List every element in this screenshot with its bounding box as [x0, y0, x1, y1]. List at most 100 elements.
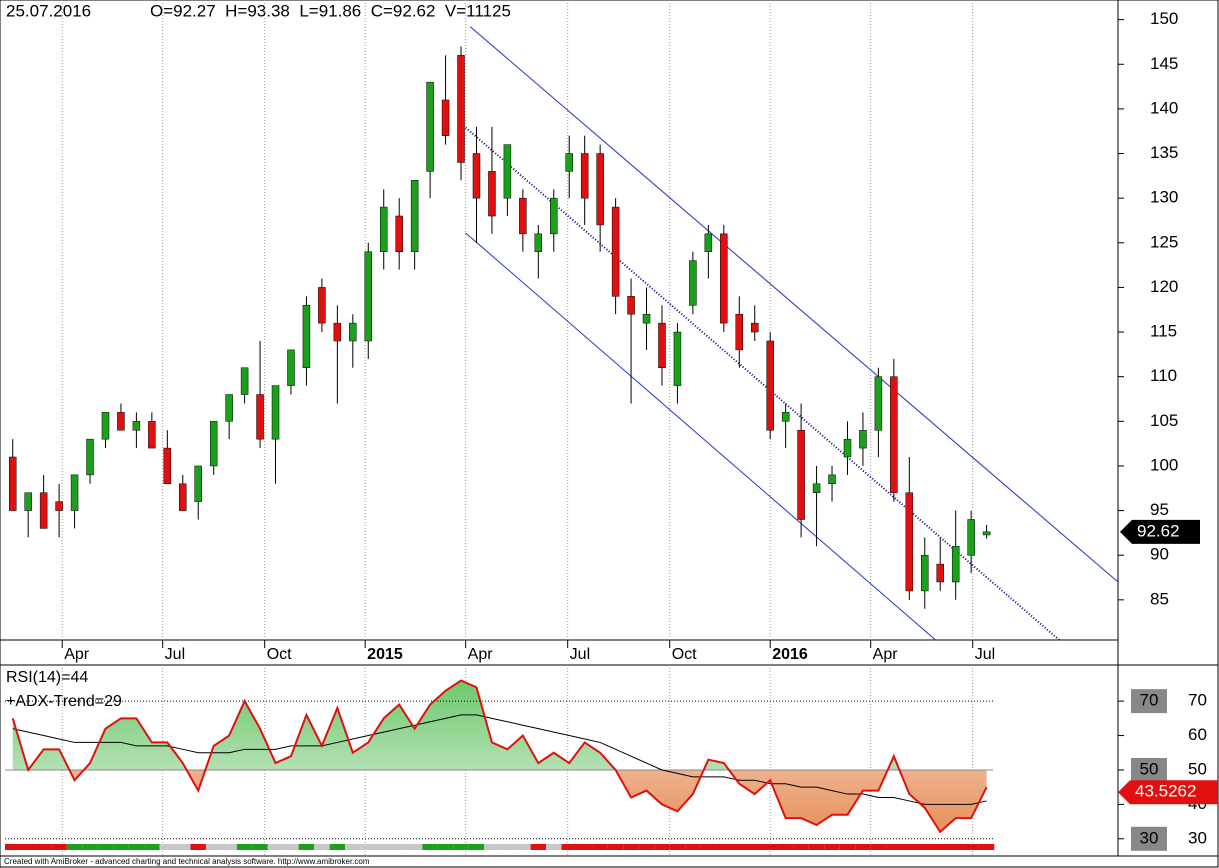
candle-body [766, 340, 774, 431]
candle-body [55, 501, 63, 511]
series-line [12, 714, 987, 805]
x-tick-label: Apr [873, 646, 899, 663]
trend-bar [422, 844, 438, 850]
trend-bar [221, 844, 237, 850]
candle-body [720, 233, 728, 324]
trend-bar [607, 844, 624, 850]
trend-bar [592, 844, 608, 850]
rsi-label: RSI(14)=44 [6, 669, 88, 686]
x-tick-label: Oct [672, 646, 697, 663]
trend-bar [886, 844, 902, 850]
y-tick-label: 100 [1150, 455, 1178, 474]
candle-body [395, 215, 403, 252]
candle-body [797, 429, 805, 520]
candle-body [349, 322, 357, 342]
trend-bar [654, 844, 670, 850]
trend-bar [638, 844, 655, 850]
candle-body [101, 412, 110, 440]
candle-body [874, 376, 883, 431]
candle-body [333, 322, 342, 342]
trend-bar [870, 844, 887, 850]
candle-body [982, 531, 991, 536]
candle-body [673, 331, 682, 386]
trend-bar [530, 844, 547, 850]
candle-body [658, 322, 666, 369]
x-tick-label: Jul [165, 646, 185, 663]
y-tick-label: 95 [1150, 500, 1169, 519]
trend-bar [484, 844, 500, 850]
candle-body [256, 394, 264, 440]
trend-bar [252, 844, 268, 850]
value-tag-label: 43.5262 [1135, 782, 1196, 801]
y-tick-label: 30 [1188, 828, 1207, 847]
candle-body [225, 394, 233, 422]
y-tick-label: 120 [1150, 277, 1178, 296]
trend-bar [978, 844, 995, 850]
candle-body [704, 233, 713, 252]
trend-bar [391, 844, 407, 850]
level-box [1131, 689, 1167, 714]
candle-body [24, 492, 32, 511]
candle-body [859, 429, 867, 449]
candle-body [441, 99, 450, 136]
trend-bar [128, 844, 145, 850]
candle-body [148, 421, 156, 449]
y-tick-label: 50 [1188, 759, 1207, 778]
x-tick-label: Jul [975, 646, 995, 663]
channel-line [465, 232, 936, 641]
trend-bar [267, 844, 284, 850]
trend-bar [747, 844, 763, 850]
candle-body [642, 313, 651, 324]
candle-body [271, 385, 280, 440]
candle-body [951, 546, 960, 583]
trend-bar [499, 844, 516, 850]
trend-bar [5, 844, 21, 850]
trend-bar [824, 844, 840, 850]
candle-body [163, 447, 172, 485]
candle-body [781, 412, 790, 422]
date-label: 25.07.2016 [6, 1, 91, 20]
candle-body [596, 153, 604, 226]
level-box-label: 70 [1140, 691, 1159, 710]
candle-body [379, 206, 388, 252]
trend-bar [376, 844, 392, 850]
candle-body [550, 197, 558, 235]
trend-bar [51, 844, 67, 850]
candle-body [209, 421, 218, 467]
candle-body [194, 465, 202, 502]
trend-bar [546, 844, 562, 850]
candle-body [8, 456, 17, 511]
trend-bar [623, 844, 639, 850]
candle-body [364, 251, 373, 342]
candle-body [627, 296, 635, 315]
trend-bar [963, 844, 979, 850]
candle-body [70, 474, 79, 511]
trend-bar [175, 844, 191, 850]
candle-body [318, 287, 326, 324]
trend-bar [20, 844, 36, 850]
candle-body [890, 376, 898, 493]
channel-line [469, 26, 1119, 583]
x-tick-label: 2016 [772, 646, 808, 663]
level-box [1131, 826, 1167, 851]
trend-bar [66, 844, 83, 850]
trend-bar [700, 844, 717, 850]
trend-bar [685, 844, 701, 850]
trend-bar [561, 844, 577, 850]
candle-body [828, 474, 836, 485]
level-box-label: 30 [1140, 828, 1159, 847]
trend-bar [113, 844, 129, 850]
x-tick-label: Oct [267, 646, 292, 663]
level-box [1131, 757, 1167, 782]
trend-bar [236, 844, 253, 850]
trend-bar [159, 844, 176, 850]
y-tick-label: 125 [1150, 232, 1178, 251]
candle-body [936, 563, 944, 583]
candle-body [843, 438, 852, 458]
candle-body [117, 412, 125, 431]
candle-body [240, 367, 249, 395]
trend-bar [468, 844, 485, 850]
candle-body [457, 55, 465, 163]
